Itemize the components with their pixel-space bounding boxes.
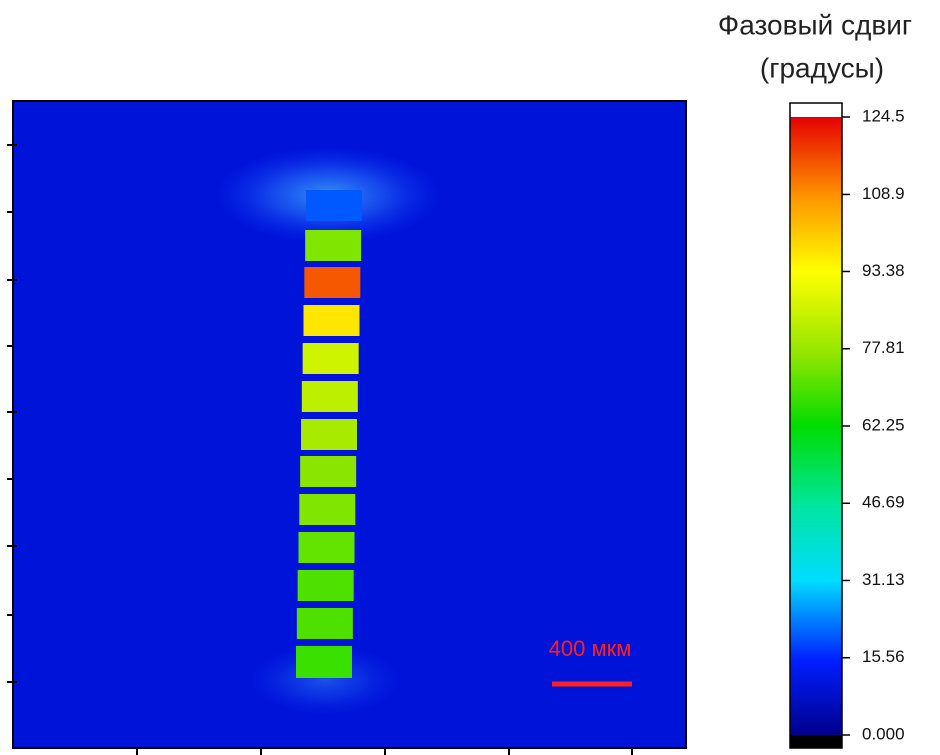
chart: Фазовый сдвиг (градусы) 400 мкм 0.000 15.… bbox=[0, 0, 940, 755]
colorbar-gradient bbox=[790, 117, 842, 735]
segment bbox=[306, 190, 362, 221]
colorbar-tick-label: 93.38 bbox=[862, 261, 905, 280]
colorbar-under bbox=[790, 735, 842, 748]
segment bbox=[301, 419, 357, 450]
segment bbox=[300, 456, 356, 487]
colorbar-tick-label: 108.9 bbox=[862, 184, 905, 203]
colorbar: 0.000 15.56 31.13 46.69 62.25 77.81 93.38 108.9… bbox=[790, 103, 905, 748]
plot-area: 400 мкм bbox=[7, 101, 686, 755]
segment bbox=[297, 608, 353, 639]
segment bbox=[296, 646, 352, 678]
scale-bar-label: 400 мкм bbox=[549, 636, 632, 661]
colorbar-tick-label: 15.56 bbox=[862, 647, 905, 666]
segment bbox=[302, 381, 358, 412]
colorbar-tick-label: 62.25 bbox=[862, 415, 905, 434]
segment bbox=[304, 305, 360, 336]
colorbar-tick-label: 124.5 bbox=[862, 106, 905, 125]
segment bbox=[303, 343, 359, 374]
colorbar-tick-label: 0.000 bbox=[862, 724, 905, 743]
colorbar-tick-label: 31.13 bbox=[862, 570, 905, 589]
colorbar-over bbox=[790, 103, 842, 117]
colorbar-title: Фазовый сдвиг bbox=[718, 9, 912, 40]
segment bbox=[298, 570, 354, 601]
segment bbox=[299, 494, 355, 525]
colorbar-title: (градусы) bbox=[760, 52, 884, 83]
segment bbox=[304, 267, 360, 298]
colorbar-tick-label: 46.69 bbox=[862, 493, 905, 512]
segment bbox=[305, 230, 361, 261]
colorbar-tick-label: 77.81 bbox=[862, 338, 905, 357]
segment bbox=[299, 532, 355, 563]
